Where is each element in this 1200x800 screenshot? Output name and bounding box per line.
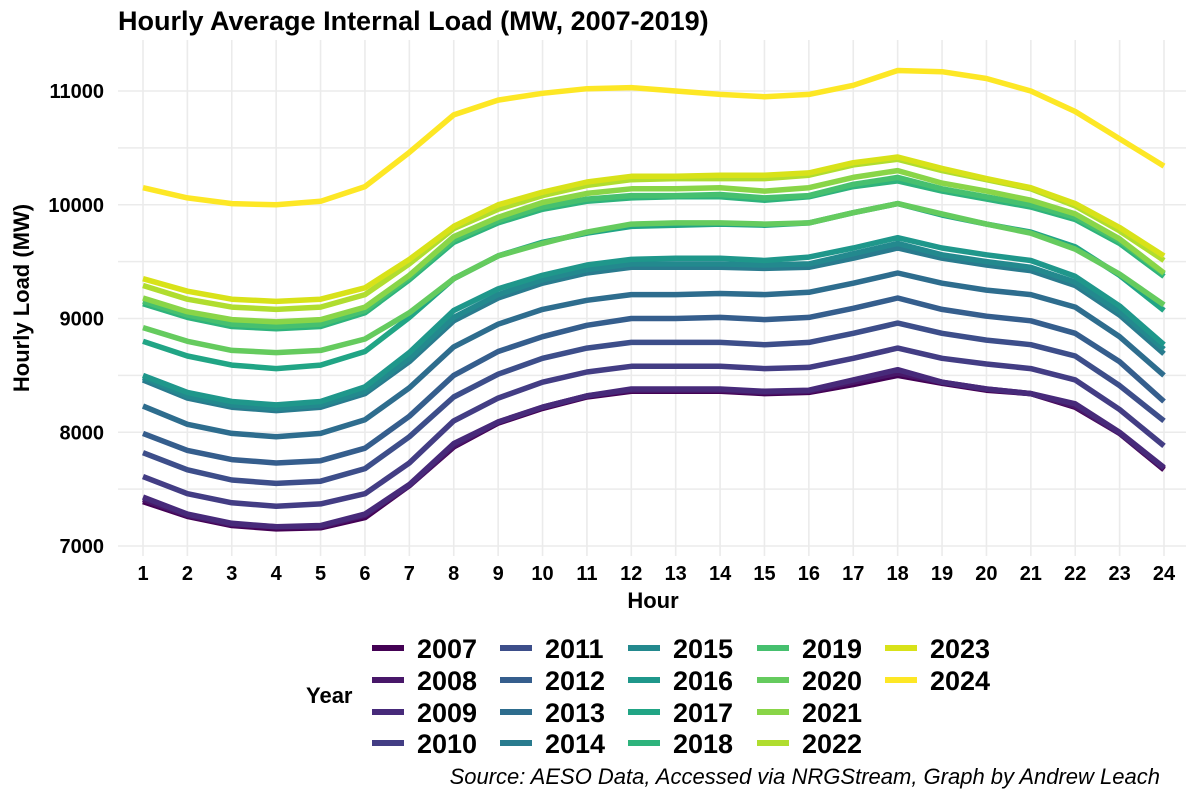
legend-label-2014: 2014 — [545, 729, 605, 759]
y-tick-label: 10000 — [48, 195, 104, 217]
x-tick-label: 4 — [271, 563, 283, 585]
legend-item-2023: 2023 — [885, 634, 990, 664]
y-axis-ticks: 7000 8000 9000 10000 11000 — [48, 81, 104, 558]
x-tick-label: 19 — [931, 563, 953, 585]
series-line-2013 — [141, 270, 1166, 440]
legend-item-2016: 2016 — [628, 666, 733, 696]
legend-label-2015: 2015 — [673, 634, 733, 664]
grid — [118, 40, 1186, 556]
legend-label-2007: 2007 — [417, 634, 477, 664]
x-tick-label: 6 — [359, 563, 370, 585]
legend-label-2018: 2018 — [673, 729, 733, 759]
x-tick-label: 8 — [448, 563, 459, 585]
x-tick-label: 9 — [493, 563, 504, 585]
legend-label-2012: 2012 — [545, 666, 605, 696]
legend-item-2011: 2011 — [500, 634, 604, 664]
legend-item-2015: 2015 — [628, 634, 733, 664]
legend-label-2011: 2011 — [545, 634, 604, 664]
source-caption: Source: AESO Data, Accessed via NRGStrea… — [450, 764, 1160, 789]
series-line-2023 — [142, 154, 1166, 305]
series-line-2010 — [142, 345, 1166, 509]
y-axis-title: Hourly Load (MW) — [9, 204, 34, 392]
x-tick-label: 10 — [531, 563, 553, 585]
x-tick-label: 2 — [182, 563, 193, 585]
y-tick-label: 8000 — [60, 422, 105, 444]
series-line-2019 — [142, 174, 1166, 330]
y-tick-label: 11000 — [49, 81, 104, 103]
series-line-2015 — [141, 240, 1166, 412]
x-axis-ticks: 1 2 3 4 5 6 7 8 9 10 11 12 13 14 15 16 17 18 19 20 21 22 23 24 — [137, 563, 1176, 585]
chart-title: Hourly Average Internal Load (MW, 2007-2… — [118, 6, 709, 36]
legend-item-2010: 2010 — [372, 729, 477, 759]
y-tick-label: 7000 — [60, 536, 105, 558]
legend-label-2019: 2019 — [802, 634, 862, 664]
legend-item-2024: 2024 — [885, 666, 990, 696]
legend-title: Year — [306, 683, 353, 708]
legend-item-2020: 2020 — [757, 666, 862, 696]
series-lines — [141, 67, 1166, 532]
legend-label-2010: 2010 — [417, 729, 477, 759]
legend-label-2024: 2024 — [930, 666, 990, 696]
x-tick-label: 16 — [798, 563, 820, 585]
x-tick-label: 20 — [975, 563, 997, 585]
legend-label-2008: 2008 — [417, 666, 477, 696]
x-tick-label: 24 — [1153, 563, 1176, 585]
series-line-2024 — [142, 67, 1166, 208]
legend-label-2017: 2017 — [673, 698, 733, 728]
x-tick-label: 11 — [576, 563, 597, 585]
legend-item-2013: 2013 — [500, 698, 605, 728]
series-line-2021 — [142, 167, 1166, 325]
legend-label-2023: 2023 — [930, 634, 990, 664]
legend-item-2021: 2021 — [757, 698, 862, 728]
legend-item-2018: 2018 — [628, 729, 733, 759]
x-tick-label: 5 — [315, 563, 326, 585]
legend-item-2009: 2009 — [372, 698, 477, 728]
x-tick-label: 18 — [887, 563, 909, 585]
x-tick-label: 1 — [137, 563, 148, 585]
legend-label-2021: 2021 — [802, 698, 862, 728]
x-tick-label: 13 — [665, 563, 687, 585]
x-tick-label: 15 — [753, 563, 775, 585]
legend-label-2009: 2009 — [417, 698, 477, 728]
legend-item-2007: 2007 — [372, 634, 477, 664]
x-tick-label: 3 — [226, 563, 237, 585]
x-tick-label: 7 — [404, 563, 415, 585]
x-tick-label: 23 — [1108, 563, 1130, 585]
x-tick-label: 21 — [1020, 563, 1042, 585]
legend-item-2014: 2014 — [500, 729, 605, 759]
x-tick-label: 22 — [1064, 563, 1086, 585]
legend-label-2022: 2022 — [802, 729, 862, 759]
series-line-2009 — [142, 366, 1166, 530]
legend-item-2012: 2012 — [500, 666, 605, 696]
series-line-2016 — [142, 234, 1166, 408]
x-tick-label: 12 — [620, 563, 642, 585]
series-line-2020 — [142, 200, 1166, 356]
legend-item-2022: 2022 — [757, 729, 862, 759]
series-line-2011 — [142, 320, 1166, 487]
legend-item-2019: 2019 — [757, 634, 862, 664]
series-line-2012 — [142, 295, 1166, 466]
x-axis-title: Hour — [627, 588, 679, 613]
legend-item-2008: 2008 — [372, 666, 477, 696]
legend-item-2017: 2017 — [628, 698, 733, 728]
x-tick-label: 14 — [709, 563, 732, 585]
x-tick-label: 17 — [842, 563, 864, 585]
legend-label-2016: 2016 — [673, 666, 733, 696]
legend-label-2020: 2020 — [802, 666, 862, 696]
legend-label-2013: 2013 — [545, 698, 605, 728]
y-tick-label: 9000 — [60, 309, 105, 331]
